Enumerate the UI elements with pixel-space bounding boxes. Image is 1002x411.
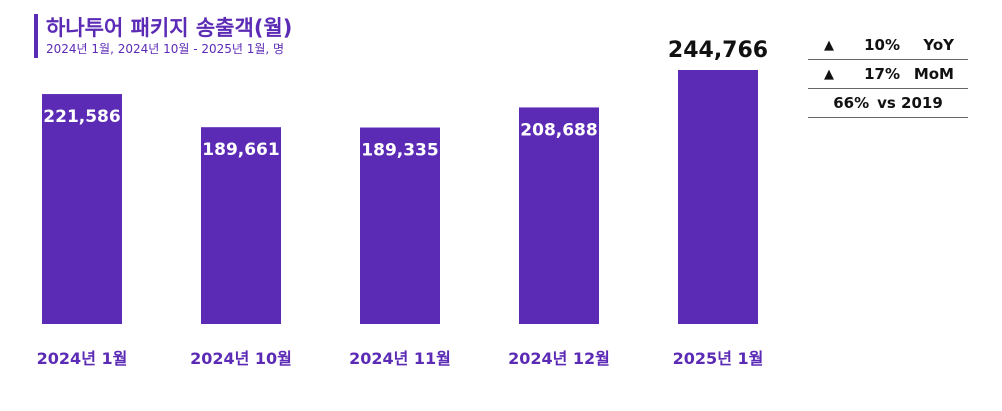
up-arrow-icon: ▲ bbox=[824, 66, 834, 82]
up-arrow-icon: ▲ bbox=[824, 37, 834, 53]
bar-4 bbox=[519, 107, 599, 324]
x-tick-label-4: 2024년 12월 bbox=[508, 349, 610, 368]
bar-2 bbox=[201, 127, 281, 324]
bar-5 bbox=[678, 70, 758, 324]
bar-1 bbox=[42, 94, 122, 325]
x-tick-label-2: 2024년 10월 bbox=[190, 349, 292, 368]
chart-subtitle: 2024년 1월, 2024년 10월 - 2025년 1월, 명 bbox=[46, 42, 285, 56]
kpi-table: ▲ 10% YoY ▲ 17% MoM 66% vs 2019 bbox=[808, 31, 968, 118]
x-tick-label-3: 2024년 11월 bbox=[349, 349, 451, 368]
bar-3 bbox=[360, 127, 440, 324]
bar-value-label-3: 189,335 bbox=[361, 141, 438, 161]
bar-value-label-1: 221,586 bbox=[43, 107, 120, 127]
x-tick-label-1: 2024년 1월 bbox=[37, 349, 128, 368]
kpi-row-vs-2019: 66% vs 2019 bbox=[808, 89, 968, 118]
x-tick-label-5: 2025년 1월 bbox=[673, 349, 764, 368]
kpi-mom-label: MoM bbox=[913, 65, 954, 83]
kpi-vs-percent: 66% bbox=[833, 94, 870, 112]
kpi-row-mom: ▲ 17% MoM bbox=[808, 60, 968, 89]
kpi-row-yoy: ▲ 10% YoY bbox=[808, 31, 968, 60]
kpi-mom-percent: 17% bbox=[864, 65, 900, 83]
bar-value-label-2: 189,661 bbox=[202, 140, 279, 160]
bar-value-label-4: 208,688 bbox=[520, 120, 597, 140]
title-accent-bar bbox=[34, 14, 38, 58]
kpi-vs-label: vs 2019 bbox=[877, 94, 943, 112]
bar-value-label-5: 244,766 bbox=[668, 38, 768, 63]
chart-title: 하나투어 패키지 송출객(월) bbox=[46, 16, 293, 40]
kpi-yoy-label: YoY bbox=[923, 36, 954, 54]
kpi-yoy-percent: 10% bbox=[864, 36, 900, 54]
